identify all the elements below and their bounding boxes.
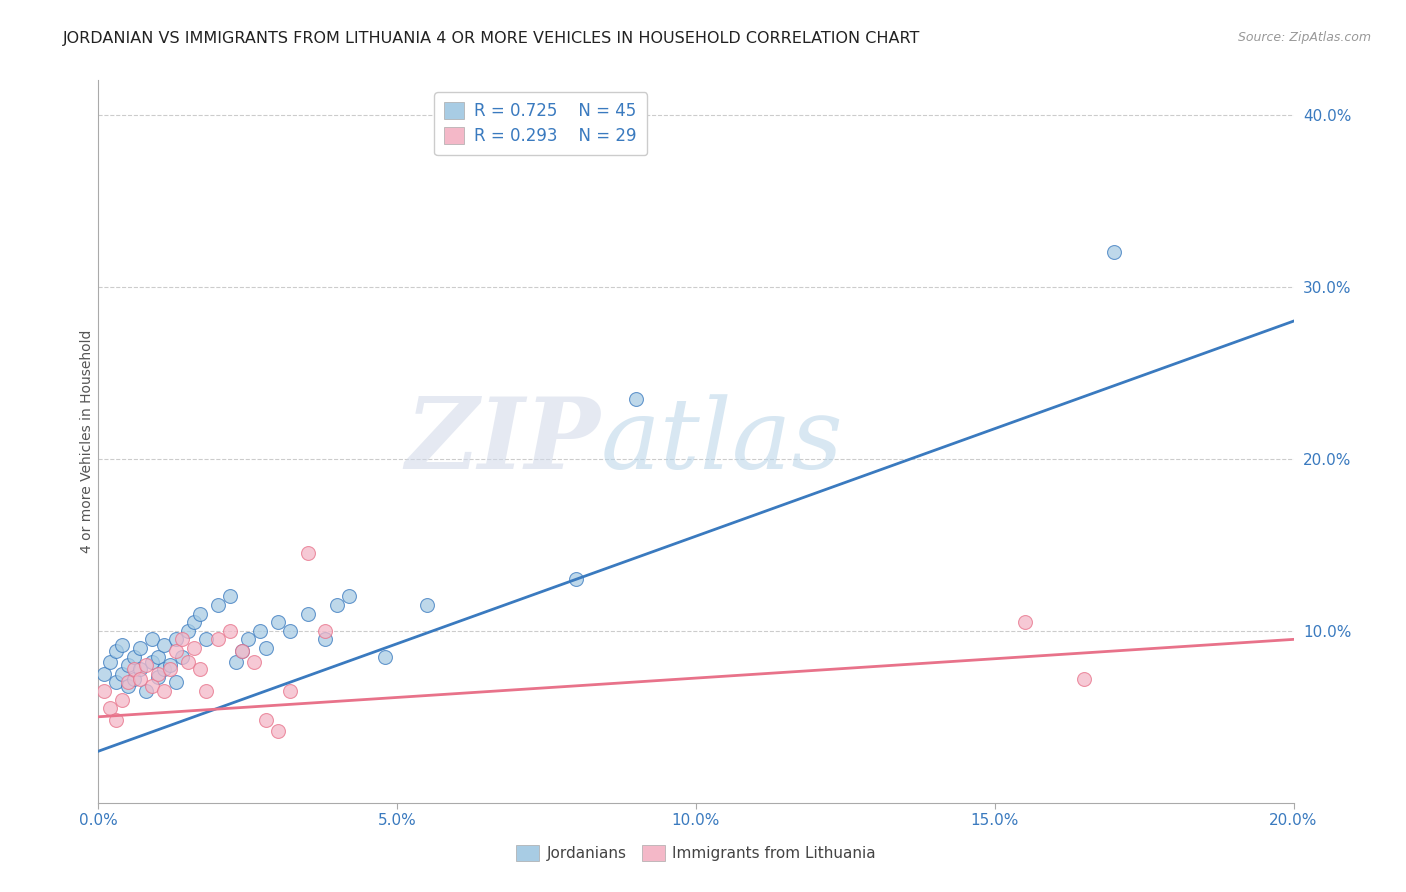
- Point: [165, 632, 187, 647]
- Point: [1104, 245, 1126, 260]
- Point: [243, 655, 266, 669]
- Point: [249, 624, 271, 638]
- Point: [129, 640, 152, 655]
- Point: [177, 624, 200, 638]
- Point: [254, 713, 277, 727]
- Point: [195, 632, 218, 647]
- Point: [565, 572, 588, 586]
- Point: [124, 649, 146, 664]
- Point: [105, 675, 128, 690]
- Point: [297, 607, 319, 621]
- Point: [225, 655, 247, 669]
- Point: [124, 672, 146, 686]
- Point: [135, 684, 157, 698]
- Point: [183, 640, 205, 655]
- Point: [93, 684, 115, 698]
- Point: [111, 692, 134, 706]
- Point: [135, 658, 157, 673]
- Text: atlas: atlas: [600, 394, 844, 489]
- Point: [231, 644, 253, 658]
- Point: [267, 615, 290, 630]
- Point: [141, 679, 163, 693]
- Text: JORDANIAN VS IMMIGRANTS FROM LITHUANIA 4 OR MORE VEHICLES IN HOUSEHOLD CORRELATI: JORDANIAN VS IMMIGRANTS FROM LITHUANIA 4…: [63, 31, 921, 46]
- Point: [105, 713, 128, 727]
- Point: [326, 598, 349, 612]
- Point: [153, 638, 176, 652]
- Point: [183, 615, 205, 630]
- Point: [315, 632, 337, 647]
- Point: [188, 662, 211, 676]
- Point: [626, 392, 648, 406]
- Point: [148, 649, 170, 664]
- Point: [129, 672, 152, 686]
- Point: [117, 679, 139, 693]
- Point: [188, 607, 211, 621]
- Point: [98, 701, 122, 715]
- Point: [172, 649, 194, 664]
- Point: [117, 675, 139, 690]
- Point: [219, 590, 242, 604]
- Point: [195, 684, 218, 698]
- Legend: Jordanians, Immigrants from Lithuania: Jordanians, Immigrants from Lithuania: [510, 839, 882, 867]
- Point: [177, 655, 200, 669]
- Point: [159, 662, 181, 676]
- Point: [297, 546, 319, 560]
- Point: [111, 638, 134, 652]
- Point: [165, 644, 187, 658]
- Point: [172, 632, 194, 647]
- Point: [339, 590, 361, 604]
- Point: [117, 658, 139, 673]
- Y-axis label: 4 or more Vehicles in Household: 4 or more Vehicles in Household: [80, 330, 94, 553]
- Point: [1014, 615, 1036, 630]
- Point: [374, 649, 396, 664]
- Point: [207, 598, 229, 612]
- Point: [141, 655, 163, 669]
- Point: [315, 624, 337, 638]
- Point: [416, 598, 439, 612]
- Text: ZIP: ZIP: [405, 393, 600, 490]
- Point: [153, 662, 176, 676]
- Point: [111, 666, 134, 681]
- Point: [153, 684, 176, 698]
- Point: [165, 675, 187, 690]
- Point: [267, 723, 290, 738]
- Point: [93, 666, 115, 681]
- Text: Source: ZipAtlas.com: Source: ZipAtlas.com: [1237, 31, 1371, 45]
- Point: [141, 632, 163, 647]
- Point: [159, 658, 181, 673]
- Point: [278, 624, 301, 638]
- Point: [207, 632, 229, 647]
- Point: [98, 655, 122, 669]
- Point: [278, 684, 301, 698]
- Point: [219, 624, 242, 638]
- Point: [105, 644, 128, 658]
- Point: [124, 662, 146, 676]
- Point: [254, 640, 277, 655]
- Point: [148, 666, 170, 681]
- Point: [236, 632, 259, 647]
- Point: [148, 670, 170, 684]
- Point: [129, 662, 152, 676]
- Point: [1073, 672, 1095, 686]
- Point: [231, 644, 253, 658]
